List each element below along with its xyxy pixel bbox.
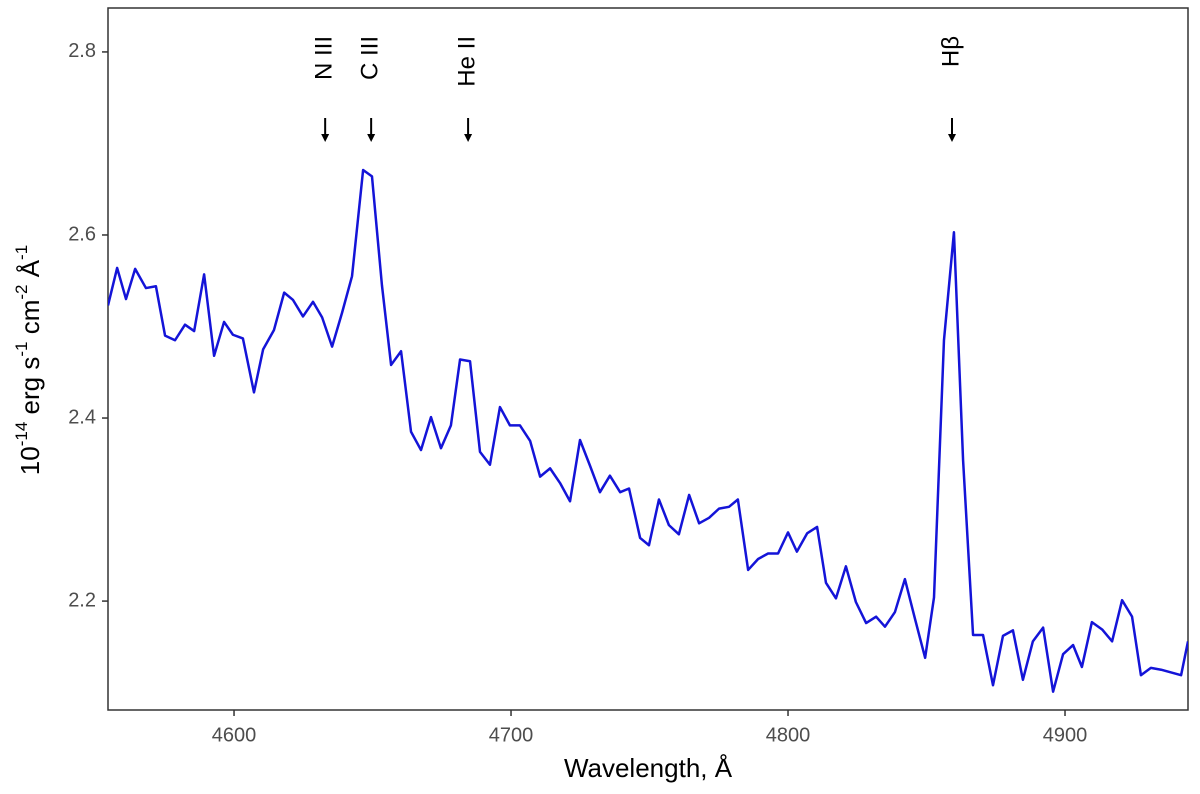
x-tick-label: 4800 (766, 724, 811, 746)
arrow-head (464, 134, 473, 142)
y-axis-title-part: -1 (12, 245, 31, 260)
plot-frame (107, 7, 1189, 711)
x-axis-title: Wavelength, Å (564, 753, 733, 783)
arrow-head (367, 134, 376, 142)
y-axis-title-part: -1 (12, 342, 31, 357)
y-tick-label: 2.2 (68, 589, 96, 611)
y-axis-title-part: 10 (15, 446, 45, 475)
line-label: Hβ (937, 36, 964, 67)
y-axis-title-part: -14 (12, 422, 31, 447)
y-axis-title-part: Å (15, 259, 45, 284)
line-label: N III (311, 36, 338, 80)
x-tick-label: 4900 (1043, 724, 1088, 746)
line-label: He II (453, 36, 480, 87)
y-axis-title: 10-14 erg s-1 cm-2 Å-1 (12, 245, 45, 475)
arrow-head (321, 134, 330, 142)
y-axis-title-part: cm (15, 300, 45, 342)
y-axis-title-part: -2 (12, 285, 31, 300)
y-tick-label: 2.8 (68, 40, 96, 62)
y-axis-title-part: erg s (15, 357, 45, 422)
line-label: C III (356, 36, 383, 80)
y-tick-label: 2.4 (68, 406, 96, 428)
x-tick-label: 4600 (212, 724, 257, 746)
arrow-head (948, 134, 957, 142)
x-tick-label: 4700 (489, 724, 534, 746)
y-tick-label: 2.6 (68, 223, 96, 245)
spectrum-line (108, 168, 1188, 693)
